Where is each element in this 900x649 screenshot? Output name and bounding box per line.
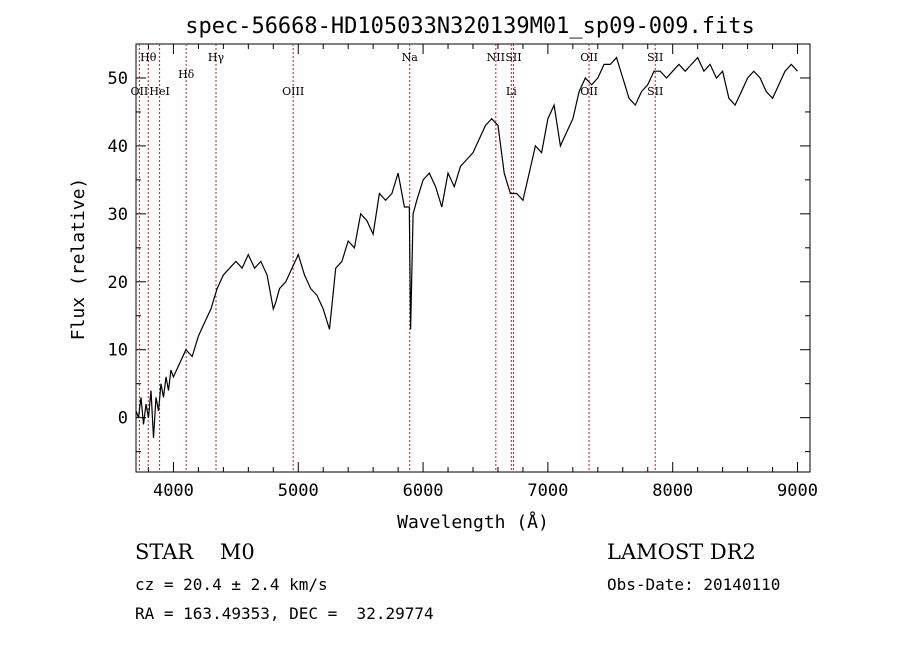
spectral-line-label: OII: [131, 85, 149, 98]
y-tick-label: 10: [108, 341, 128, 361]
y-tick-label: 30: [108, 205, 128, 225]
survey-name: LAMOST DR2: [607, 540, 756, 564]
plot-frame: [135, 43, 811, 473]
spectrum-line: [135, 56, 798, 439]
y-tick-label: 50: [108, 69, 128, 89]
y-tick-label: 20: [108, 273, 128, 293]
spectral-line-label: Na: [402, 51, 419, 64]
ra-dec: RA = 163.49353, DEC = 32.29774: [135, 604, 434, 623]
spectral-line-label: SII: [647, 85, 663, 98]
x-tick-label: 7000: [527, 481, 568, 501]
x-tick-label: 8000: [652, 481, 693, 501]
spectral-line-label: SII: [505, 51, 521, 64]
x-tick-label: 4000: [153, 481, 194, 501]
y-tick-label: 40: [108, 137, 128, 157]
object-class: STAR M0: [135, 540, 255, 564]
obs-date: Obs-Date: 20140110: [607, 575, 781, 594]
spectral-line-label: NII: [487, 51, 505, 64]
spectral-line-label: Li: [506, 85, 517, 98]
spectral-line-label: Hθ: [140, 51, 157, 64]
x-axis: 4000 5000 6000 7000 8000 9000: [147, 44, 818, 501]
spectral-line-label: HeI: [149, 85, 169, 98]
x-tick-label: 6000: [403, 481, 444, 501]
spectral-line-label: Hγ: [208, 51, 225, 64]
spectral-line-label: OII: [580, 85, 598, 98]
y-axis: 0 10 20 30 40 50: [108, 43, 810, 453]
spectrum-series: [135, 56, 798, 439]
spectral-line-label: OII: [580, 51, 598, 64]
spectral-line-label: OIII: [282, 85, 304, 98]
spectral-line-label: Hδ: [178, 68, 195, 81]
y-axis-label: Flux (relative): [68, 178, 89, 341]
x-tick-label: 9000: [777, 481, 818, 501]
spectral-line-label: SII: [647, 51, 663, 64]
y-tick-label: 0: [118, 409, 128, 429]
chart-title: spec-56668-HD105033N320139M01_sp09-009.f…: [185, 14, 755, 39]
x-tick-label: 5000: [278, 481, 319, 501]
x-axis-label: Wavelength (Å): [397, 511, 549, 533]
redshift-cz: cz = 20.4 ± 2.4 km/s: [135, 575, 328, 594]
